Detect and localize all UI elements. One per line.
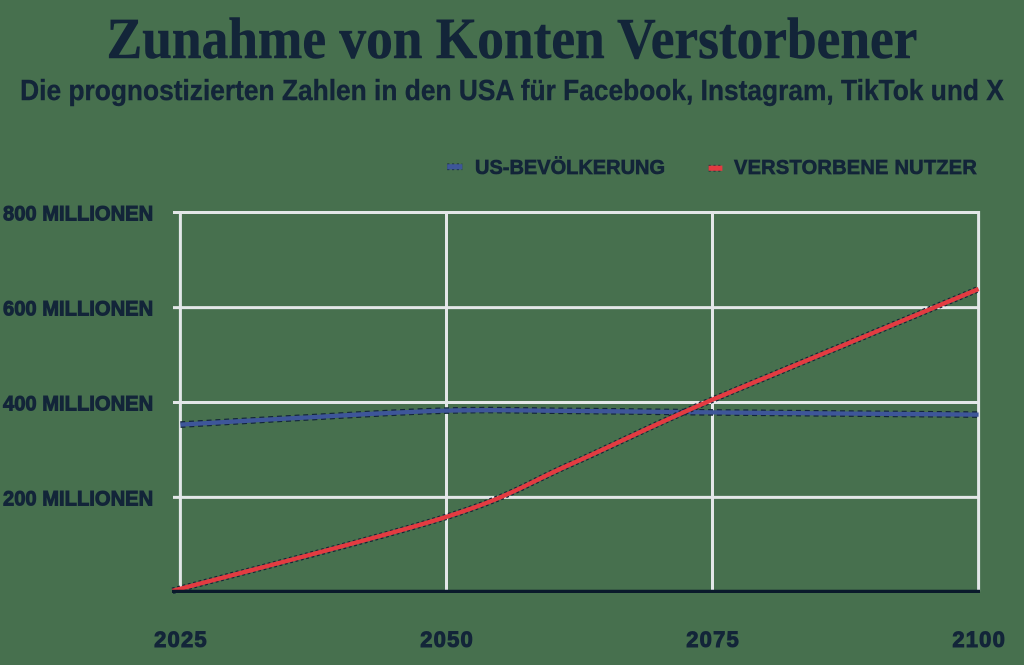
svg-text:2025: 2025 [154,627,208,652]
svg-text:2075: 2075 [686,627,740,652]
svg-text:US-BEVÖLKERUNG: US-BEVÖLKERUNG [475,156,665,179]
svg-text:2100: 2100 [952,627,1006,652]
svg-text:400 MILLIONEN: 400 MILLIONEN [3,392,153,415]
svg-text:800 MILLIONEN: 800 MILLIONEN [3,202,153,225]
svg-text:Zunahme von Konten Verstorbene: Zunahme von Konten Verstorbener [107,7,918,72]
svg-text:2050: 2050 [420,627,474,652]
svg-text:Die prognostizierten Zahlen in: Die prognostizierten Zahlen in den USA f… [20,74,1004,106]
svg-text:VERSTORBENE NUTZER: VERSTORBENE NUTZER [734,157,977,179]
svg-text:600 MILLIONEN: 600 MILLIONEN [3,297,153,320]
svg-text:200 MILLIONEN: 200 MILLIONEN [3,487,153,510]
